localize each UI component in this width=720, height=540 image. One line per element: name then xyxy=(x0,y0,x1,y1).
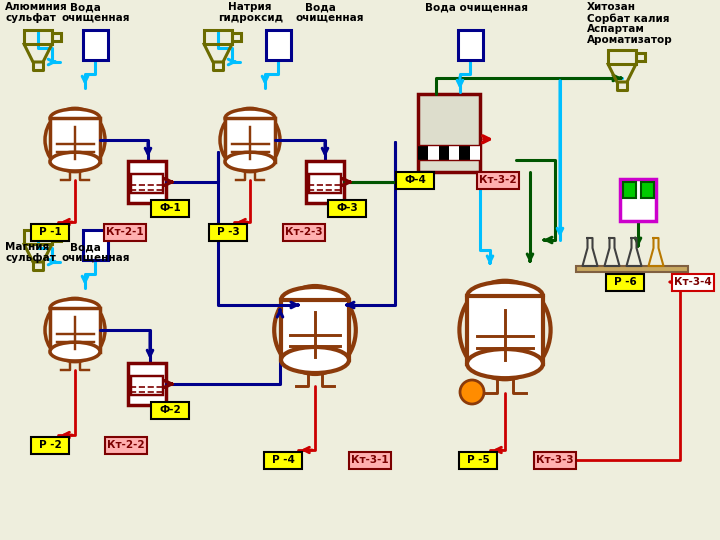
Bar xyxy=(225,118,275,161)
Bar xyxy=(309,173,341,192)
Text: Ф-3: Ф-3 xyxy=(336,203,358,213)
Text: Вода: Вода xyxy=(305,2,336,12)
Text: Аспартам: Аспартам xyxy=(587,24,645,34)
Ellipse shape xyxy=(281,287,349,313)
Bar xyxy=(418,145,428,160)
Bar xyxy=(283,224,325,240)
Bar xyxy=(576,266,688,272)
Bar xyxy=(209,224,247,240)
Text: Кт-2-3: Кт-2-3 xyxy=(285,227,323,237)
Ellipse shape xyxy=(225,152,275,171)
Bar xyxy=(467,296,543,363)
Text: Р -6: Р -6 xyxy=(613,277,636,287)
Text: гидроксид: гидроксид xyxy=(218,13,283,23)
Text: сульфат: сульфат xyxy=(5,253,56,263)
Bar xyxy=(348,451,392,469)
Bar xyxy=(636,53,645,61)
Bar xyxy=(396,172,434,188)
Text: Р -1: Р -1 xyxy=(39,227,61,237)
Text: Ф-1: Ф-1 xyxy=(159,203,181,213)
Bar xyxy=(623,182,636,198)
Bar xyxy=(151,199,189,217)
Bar xyxy=(306,161,344,203)
Ellipse shape xyxy=(467,282,543,311)
Text: Кт-3-2: Кт-3-2 xyxy=(480,175,517,185)
Bar xyxy=(204,30,232,44)
Bar xyxy=(104,436,148,454)
Bar xyxy=(672,273,714,291)
Text: Р -3: Р -3 xyxy=(217,227,239,237)
Text: Натрия: Натрия xyxy=(228,2,271,12)
Bar xyxy=(438,145,449,160)
Bar xyxy=(31,224,69,240)
Text: сульфат: сульфат xyxy=(5,13,56,23)
Text: очищенная: очищенная xyxy=(61,253,130,263)
Text: Вода: Вода xyxy=(70,242,101,252)
Ellipse shape xyxy=(281,347,349,373)
Text: Р -2: Р -2 xyxy=(39,440,61,450)
Bar xyxy=(459,145,469,160)
Text: Кт-3-1: Кт-3-1 xyxy=(351,455,389,465)
Text: Ф-2: Ф-2 xyxy=(159,405,181,415)
Text: очищенная: очищенная xyxy=(61,13,130,23)
Bar xyxy=(608,50,636,64)
Ellipse shape xyxy=(50,299,100,318)
Bar xyxy=(131,376,163,395)
Text: Ф-4: Ф-4 xyxy=(404,175,426,185)
Bar xyxy=(477,172,519,188)
Bar xyxy=(606,273,644,291)
Bar xyxy=(24,30,52,44)
Text: Сорбат калия: Сорбат калия xyxy=(587,13,670,24)
Bar xyxy=(266,30,290,60)
Circle shape xyxy=(460,380,484,404)
Ellipse shape xyxy=(50,342,100,361)
Text: Кт-3-3: Кт-3-3 xyxy=(536,455,574,465)
Ellipse shape xyxy=(225,109,275,128)
Bar xyxy=(50,308,100,352)
Ellipse shape xyxy=(50,152,100,171)
Bar xyxy=(52,33,61,41)
Text: Р -4: Р -4 xyxy=(271,455,294,465)
Bar xyxy=(83,30,107,60)
Ellipse shape xyxy=(467,349,543,378)
Bar xyxy=(281,300,349,360)
Text: Кт-2-1: Кт-2-1 xyxy=(106,227,144,237)
Bar xyxy=(31,436,69,454)
Bar xyxy=(52,233,61,241)
Bar xyxy=(128,161,166,203)
Text: Хитозан: Хитозан xyxy=(587,2,636,12)
Ellipse shape xyxy=(50,109,100,128)
Bar xyxy=(534,451,577,469)
Text: Вода: Вода xyxy=(70,2,101,12)
Bar xyxy=(128,363,166,405)
Text: Ароматизатор: Ароматизатор xyxy=(587,35,672,45)
Text: Вода очищенная: Вода очищенная xyxy=(425,2,528,12)
Bar xyxy=(104,224,146,240)
Bar xyxy=(131,173,163,192)
Text: Магния: Магния xyxy=(5,242,49,252)
Bar xyxy=(232,33,241,41)
Bar xyxy=(264,451,302,469)
Bar xyxy=(428,145,438,160)
Text: очищенная: очищенная xyxy=(295,13,364,23)
Bar xyxy=(459,451,497,469)
Bar xyxy=(449,145,459,160)
Bar xyxy=(418,94,480,172)
Bar xyxy=(469,145,480,160)
Bar xyxy=(151,402,189,418)
Text: Алюминия: Алюминия xyxy=(5,2,68,12)
Bar xyxy=(457,30,482,60)
Bar xyxy=(83,230,107,260)
Bar xyxy=(620,179,656,221)
Text: Кт-2-2: Кт-2-2 xyxy=(107,440,145,450)
Bar xyxy=(641,182,654,198)
Text: Кт-3-4: Кт-3-4 xyxy=(674,277,712,287)
Bar xyxy=(24,230,52,244)
Text: Р -5: Р -5 xyxy=(467,455,490,465)
Bar xyxy=(50,118,100,161)
Bar xyxy=(328,199,366,217)
